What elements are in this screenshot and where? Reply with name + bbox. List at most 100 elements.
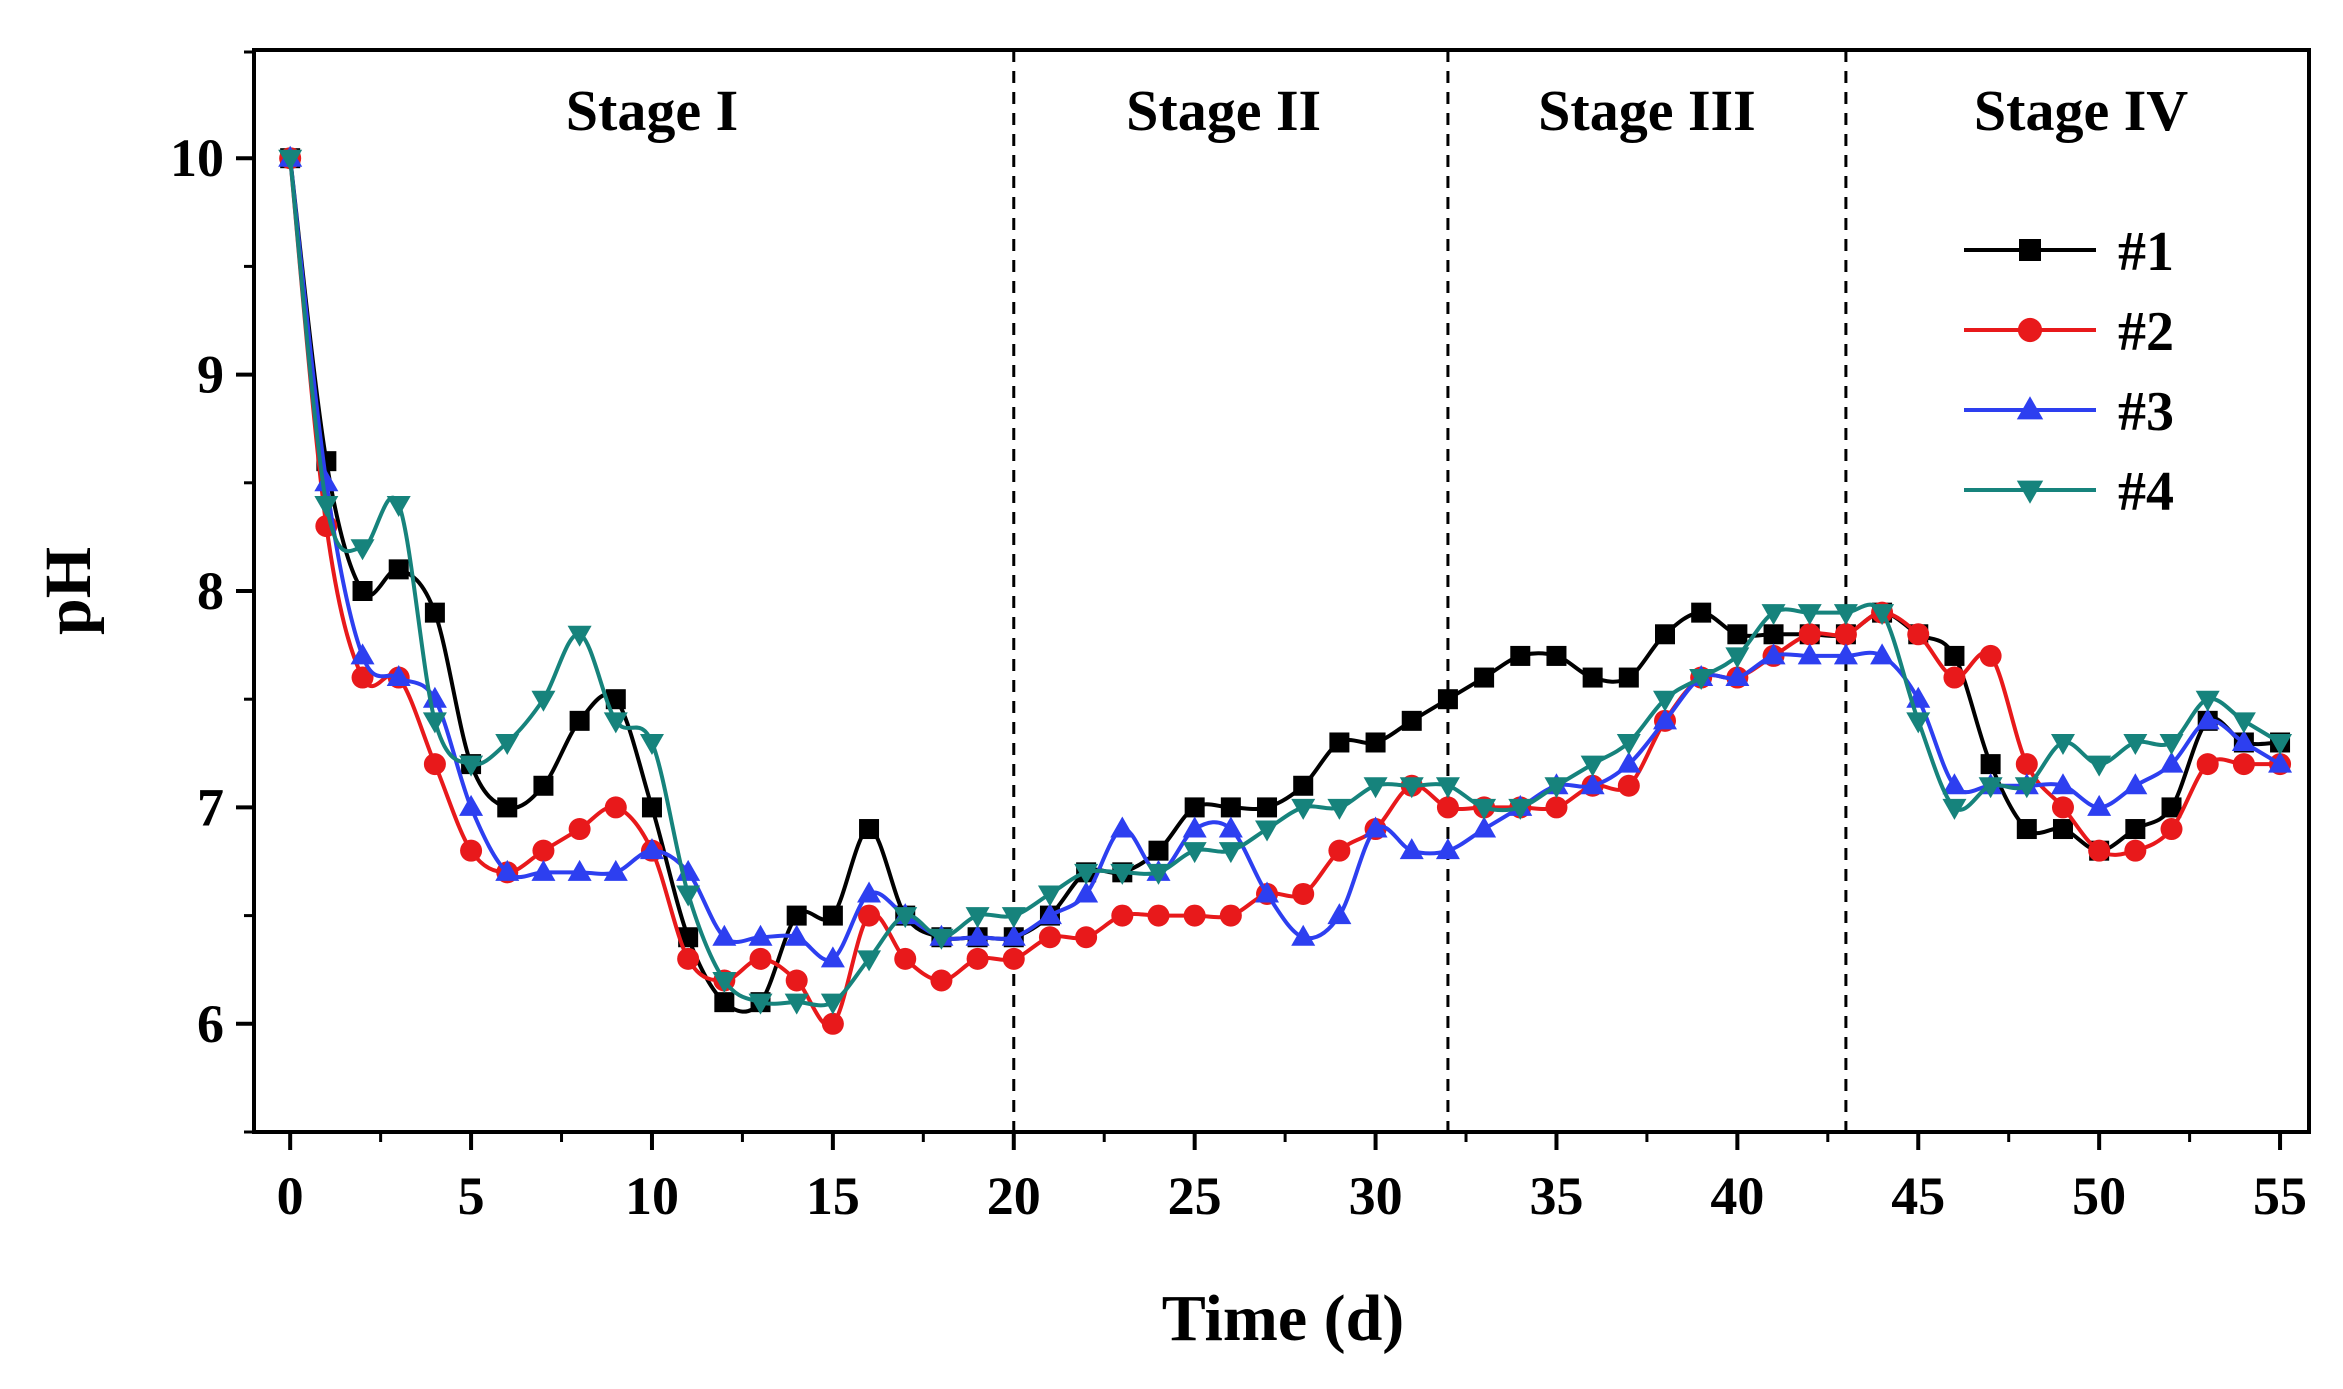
series-n1 bbox=[280, 148, 2291, 1014]
data-point bbox=[1436, 796, 1459, 819]
data-point bbox=[314, 495, 339, 517]
data-point bbox=[2160, 818, 2183, 841]
data-point bbox=[857, 881, 882, 903]
data-point bbox=[2125, 819, 2146, 840]
data-point bbox=[639, 838, 664, 860]
data-point bbox=[314, 470, 339, 492]
data-point bbox=[2016, 480, 2044, 504]
data-point bbox=[1182, 842, 1207, 864]
y-tick-label: 9 bbox=[197, 345, 224, 405]
data-point bbox=[2016, 819, 2037, 840]
data-point bbox=[2159, 751, 2184, 773]
legend-entry: #2 bbox=[1964, 301, 2174, 363]
x-tick-label: 20 bbox=[987, 1166, 1041, 1226]
data-point bbox=[1761, 643, 1786, 665]
data-point bbox=[1255, 881, 1280, 903]
data-point bbox=[821, 1012, 844, 1035]
data-point bbox=[1401, 710, 1422, 731]
data-point bbox=[388, 559, 409, 580]
data-point bbox=[1944, 645, 1965, 666]
data-point bbox=[714, 992, 735, 1013]
data-point bbox=[1978, 777, 2003, 799]
series-n3 bbox=[278, 145, 2293, 968]
data-point bbox=[1870, 604, 1895, 626]
data-point bbox=[1363, 777, 1388, 799]
data-point bbox=[1255, 820, 1280, 842]
legend-label: #3 bbox=[2118, 381, 2174, 443]
data-point bbox=[1111, 904, 1134, 927]
x-tick-label: 15 bbox=[806, 1166, 860, 1226]
data-point bbox=[1474, 667, 1495, 688]
data-point bbox=[423, 753, 446, 776]
data-point bbox=[1110, 816, 1135, 838]
data-point bbox=[2019, 239, 2041, 261]
data-point bbox=[2231, 729, 2256, 751]
series-line bbox=[288, 157, 2282, 963]
data-point bbox=[1327, 798, 1352, 820]
data-point bbox=[1399, 777, 1424, 799]
data-point bbox=[351, 666, 374, 689]
data-point bbox=[2052, 819, 2073, 840]
y-tick-label: 7 bbox=[197, 777, 224, 837]
data-point bbox=[278, 149, 303, 171]
y-tick-label: 6 bbox=[197, 994, 224, 1054]
data-point bbox=[352, 581, 373, 601]
data-point bbox=[858, 904, 881, 927]
axis-ticks: 0 5 10 15 20 25 30 35 40 45 50 55 6 7 8 9 10 bbox=[170, 50, 2307, 1226]
data-point bbox=[1218, 842, 1243, 864]
data-point bbox=[459, 755, 484, 777]
data-point bbox=[604, 796, 627, 819]
data-point bbox=[1038, 926, 1061, 949]
data-point bbox=[1833, 643, 1858, 665]
data-point bbox=[1797, 643, 1822, 665]
data-point bbox=[1691, 602, 1712, 623]
data-point bbox=[533, 775, 554, 796]
data-point bbox=[786, 905, 807, 926]
data-point bbox=[2015, 753, 2038, 776]
data-point bbox=[2268, 751, 2293, 773]
data-point bbox=[1653, 708, 1678, 730]
stage-label: Stage II bbox=[1126, 78, 1321, 143]
data-point bbox=[1907, 623, 1930, 646]
series-n2 bbox=[279, 147, 2292, 1035]
data-point bbox=[2050, 773, 2075, 795]
data-point bbox=[459, 794, 484, 816]
data-point bbox=[712, 972, 737, 994]
data-point bbox=[495, 859, 520, 881]
data-point bbox=[1979, 644, 2002, 667]
data-point bbox=[893, 907, 918, 929]
data-point bbox=[1763, 624, 1784, 645]
data-point bbox=[1472, 816, 1497, 838]
data-point bbox=[1798, 623, 1821, 646]
data-point bbox=[1435, 838, 1460, 860]
x-tick-label: 45 bbox=[1891, 1166, 1945, 1226]
data-point bbox=[1329, 732, 1350, 753]
data-point bbox=[1797, 604, 1822, 626]
data-point bbox=[966, 947, 989, 970]
stage-labels: Stage I Stage II Stage III Stage IV bbox=[566, 78, 2189, 143]
data-point bbox=[859, 819, 880, 840]
data-point bbox=[2123, 773, 2148, 795]
legend-entry: #1 bbox=[1964, 221, 2174, 283]
data-point bbox=[2050, 733, 2075, 755]
data-point bbox=[568, 818, 591, 841]
data-point bbox=[712, 924, 737, 946]
data-point bbox=[531, 859, 556, 881]
stage-label: Stage III bbox=[1538, 78, 1756, 143]
x-tick-label: 50 bbox=[2072, 1166, 2126, 1226]
data-point bbox=[1870, 643, 1895, 665]
x-tick-label: 5 bbox=[458, 1166, 485, 1226]
x-tick-label: 30 bbox=[1349, 1166, 1403, 1226]
legend-entry: #3 bbox=[1964, 381, 2174, 443]
data-point bbox=[1328, 839, 1351, 862]
data-point bbox=[569, 710, 590, 731]
data-point bbox=[1218, 816, 1243, 838]
data-point bbox=[1725, 647, 1750, 669]
data-point bbox=[2268, 733, 2293, 755]
data-point bbox=[1655, 624, 1676, 645]
data-point bbox=[1580, 773, 1605, 795]
data-point bbox=[820, 993, 845, 1015]
x-tick-label: 40 bbox=[1710, 1166, 1764, 1226]
data-point bbox=[1435, 777, 1460, 799]
